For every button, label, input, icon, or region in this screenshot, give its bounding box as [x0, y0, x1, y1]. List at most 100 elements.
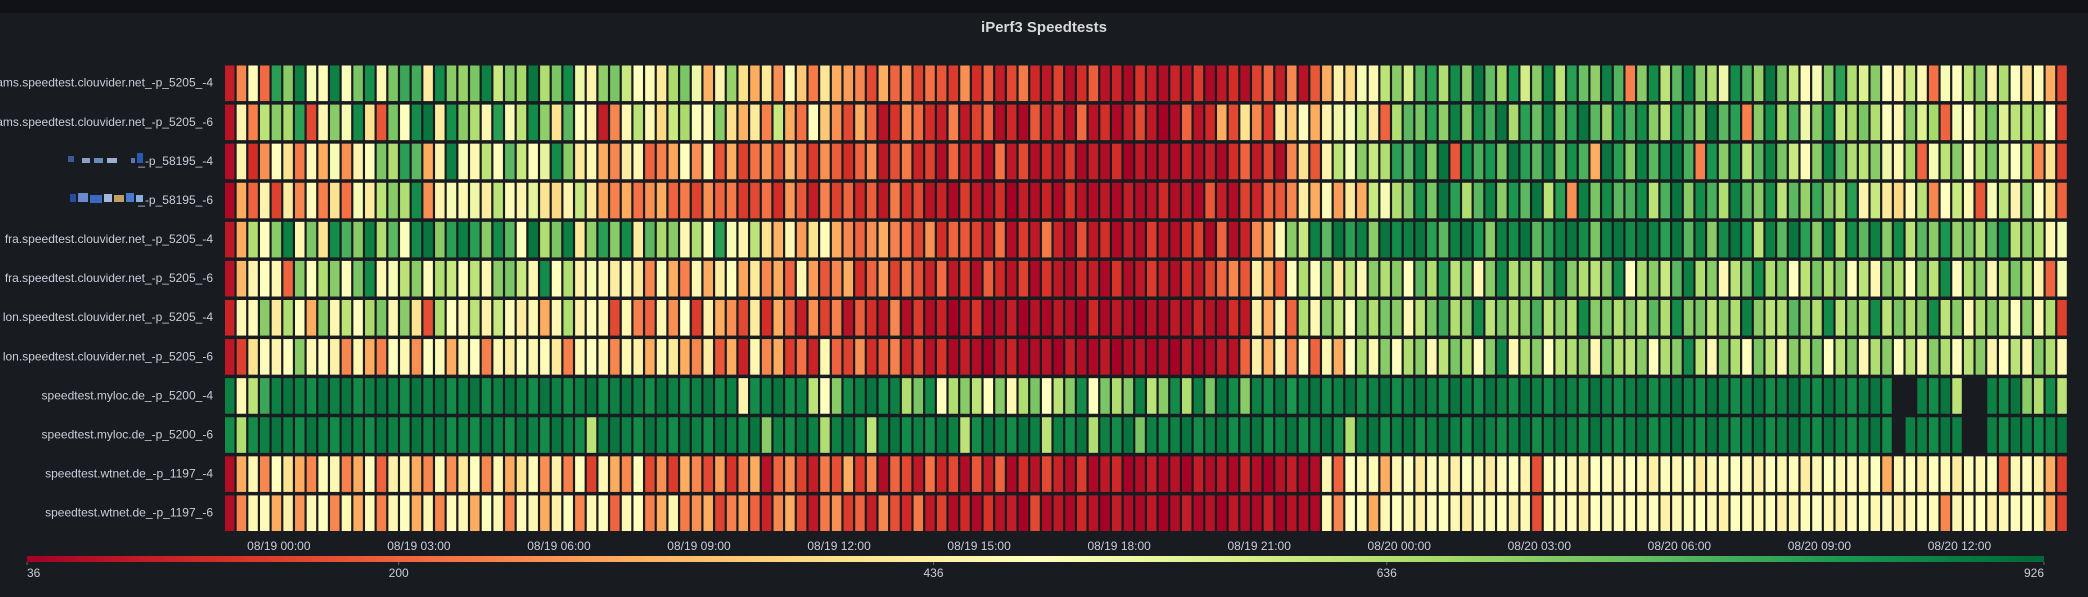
cell [866, 456, 877, 492]
cell [1298, 65, 1309, 102]
cell [1800, 65, 1811, 102]
cell [1800, 300, 1811, 336]
cell [1637, 456, 1647, 492]
cell [1158, 221, 1169, 258]
cell [1450, 143, 1460, 180]
cell [1076, 456, 1087, 492]
cell [680, 260, 690, 297]
cell [271, 378, 282, 414]
cell [2033, 456, 2044, 492]
cell [691, 378, 702, 414]
cell [388, 378, 398, 414]
cell [1158, 65, 1169, 102]
cell [283, 378, 293, 414]
cell [1427, 495, 1437, 531]
cell [890, 182, 900, 219]
cell [2010, 104, 2021, 141]
cell [1532, 65, 1542, 102]
cell [1532, 143, 1542, 180]
cell [306, 339, 317, 375]
cell [913, 300, 924, 336]
cell [306, 221, 317, 258]
x-tick-label: 08/20 12:00 [1928, 539, 1992, 553]
cell [1392, 182, 1402, 219]
cell [1438, 182, 1449, 219]
cell [1625, 378, 1635, 414]
cell [691, 260, 702, 297]
cell [866, 104, 877, 141]
cell [1275, 456, 1285, 492]
cell [1462, 495, 1472, 531]
cell [1695, 104, 1706, 141]
cell [341, 417, 352, 453]
cell [1637, 221, 1647, 258]
cell [505, 221, 515, 258]
cell [341, 143, 352, 180]
cell [1076, 104, 1087, 141]
cell [435, 378, 445, 414]
cell [516, 495, 527, 531]
cell [248, 300, 258, 336]
cell [598, 260, 608, 297]
cell [423, 495, 433, 531]
cell [598, 143, 608, 180]
cell [1578, 182, 1589, 219]
cell [1018, 339, 1029, 375]
cell [1357, 300, 1367, 336]
cell [1952, 260, 1962, 297]
cell [1742, 417, 1752, 453]
cell [1473, 300, 1484, 336]
cell [1753, 300, 1764, 336]
cell [1928, 104, 1939, 141]
cell [1310, 143, 1320, 180]
cell [446, 378, 457, 414]
cell [610, 221, 620, 258]
cell [971, 104, 982, 141]
cell [1847, 417, 1857, 453]
cell [1263, 456, 1274, 492]
x-tick-label: 08/20 03:00 [1508, 539, 1572, 553]
cell [1952, 495, 1962, 531]
cell [948, 339, 959, 375]
cell [1403, 300, 1414, 336]
cell [633, 221, 643, 258]
cell [1917, 300, 1927, 336]
cell [1345, 495, 1355, 531]
cell [1753, 456, 1764, 492]
cell [1777, 182, 1787, 219]
cell [1357, 143, 1367, 180]
cell [493, 417, 503, 453]
cell [330, 300, 340, 336]
cell [1368, 65, 1379, 102]
cell [2057, 65, 2067, 102]
cell [995, 417, 1005, 453]
cell [1508, 300, 1519, 336]
cell [1625, 417, 1635, 453]
cell [1275, 378, 1285, 414]
cell [796, 495, 807, 531]
cell [470, 260, 480, 297]
cell [1987, 495, 1997, 531]
cell [1287, 495, 1297, 531]
cell [1847, 456, 1857, 492]
cell [1975, 65, 1986, 102]
cell [365, 456, 375, 492]
cell [330, 65, 340, 102]
cell [1240, 221, 1250, 258]
cell [738, 65, 748, 102]
cell [1998, 182, 2009, 219]
cell [1497, 260, 1507, 297]
cell [2045, 495, 2056, 531]
cell [1893, 456, 1904, 492]
cell [575, 378, 585, 414]
cell [1823, 182, 1834, 219]
cell [1450, 378, 1460, 414]
cell [1275, 104, 1285, 141]
cell [1590, 456, 1600, 492]
cell [1683, 339, 1694, 375]
cell [400, 65, 410, 102]
cell [528, 495, 538, 531]
cell [1765, 339, 1776, 375]
cell [2057, 104, 2067, 141]
cell [1380, 378, 1390, 414]
